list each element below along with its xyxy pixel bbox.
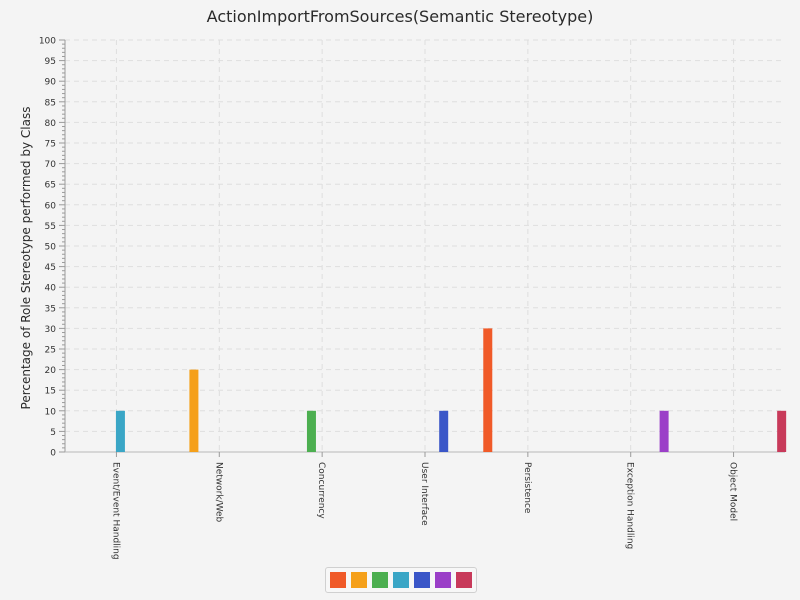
y-tick-label: 10 [45, 407, 57, 417]
y-tick-label: 20 [45, 366, 57, 376]
y-tick-label: 5 [50, 428, 56, 438]
y-tick-label: 95 [45, 57, 56, 67]
legend-swatch [393, 572, 409, 588]
x-tick-label: Network/Web [213, 462, 223, 523]
x-tick-label: User Interface [419, 462, 429, 526]
y-tick-label: 90 [45, 78, 57, 88]
y-tick-label: 30 [45, 325, 57, 335]
y-tick-label: 45 [45, 263, 56, 273]
y-tick-label: 65 [45, 181, 56, 191]
legend-swatch [351, 572, 367, 588]
y-tick-label: 35 [45, 304, 56, 314]
y-tick-label: 40 [45, 284, 57, 294]
x-tick-label: Exception Handling [625, 462, 635, 549]
bar [659, 410, 669, 452]
bar [306, 410, 316, 452]
x-tick-label: Persistence [522, 462, 532, 514]
y-tick-label: 0 [50, 449, 56, 459]
y-tick-label: 80 [45, 119, 57, 129]
y-tick-label: 25 [45, 346, 56, 356]
legend [325, 567, 477, 593]
x-tick-label: Object Model [728, 462, 738, 521]
bar [439, 410, 449, 452]
bar [777, 410, 787, 452]
y-tick-label: 60 [45, 201, 57, 211]
y-tick-label: 15 [45, 387, 56, 397]
bar [483, 328, 493, 452]
legend-swatch [372, 572, 388, 588]
y-tick-label: 55 [45, 222, 56, 232]
y-tick-label: 85 [45, 98, 56, 108]
legend-swatch [435, 572, 451, 588]
bar [115, 410, 125, 452]
chart-title: ActionImportFromSources(Semantic Stereot… [206, 7, 594, 26]
y-tick-label: 75 [45, 140, 56, 150]
legend-swatch [456, 572, 472, 588]
y-tick-label: 70 [45, 160, 57, 170]
legend-swatch [414, 572, 430, 588]
x-tick-label: Event/Event Handling [110, 462, 120, 560]
y-tick-label: 100 [39, 37, 56, 47]
bar [189, 369, 199, 452]
legend-swatch [330, 572, 346, 588]
x-tick-label: Concurrency [316, 462, 326, 519]
y-tick-label: 50 [45, 243, 57, 253]
